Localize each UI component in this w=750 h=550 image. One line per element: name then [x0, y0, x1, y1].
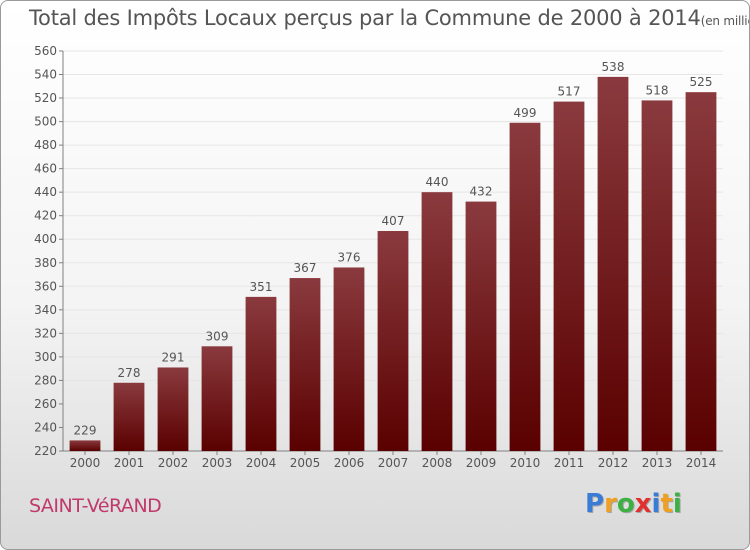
logo-letter: i: [651, 489, 661, 519]
y-tick-label: 340: [34, 303, 57, 317]
bar-2012: [597, 76, 629, 451]
x-tick-label: 2003: [202, 456, 233, 470]
y-tick-label: 240: [34, 420, 57, 434]
bar-2014: [685, 92, 717, 452]
data-label: 517: [558, 85, 581, 99]
y-tick-label: 560: [34, 44, 57, 58]
bar-2000: [69, 440, 101, 451]
y-tick-label: 480: [34, 138, 57, 152]
data-labels: 229 278 291 309 351 367 376 407 440 432 499 517 538 5…: [74, 60, 713, 438]
chart-title-unit: (en milliers d'€): [700, 14, 749, 28]
y-tick-label: 360: [34, 279, 57, 293]
x-tick-label: 2010: [510, 456, 541, 470]
data-label: 518: [646, 83, 669, 97]
y-tick-label: 520: [34, 91, 57, 105]
data-label: 367: [294, 261, 317, 275]
data-label: 229: [74, 423, 97, 437]
data-label: 351: [250, 280, 273, 294]
y-tick-label: 300: [34, 350, 57, 364]
data-label: 432: [470, 185, 493, 199]
chart-title: Total des Impôts Locaux perçus par la Co…: [29, 6, 749, 30]
data-label: 278: [118, 366, 141, 380]
x-tick-label: 2002: [158, 456, 189, 470]
x-tick-label: 2011: [554, 456, 585, 470]
bar-2011: [553, 101, 585, 452]
y-tick-label: 380: [34, 256, 57, 270]
y-tick-label: 320: [34, 326, 57, 340]
logo-letter: P: [585, 489, 605, 519]
y-tick-label: 500: [34, 115, 57, 129]
x-tick-label: 2000: [70, 456, 101, 470]
bar-2009: [465, 201, 497, 451]
data-label: 440: [426, 175, 449, 189]
x-tick-label: 2008: [422, 456, 453, 470]
logo-letter: t: [660, 489, 673, 519]
bar-2004: [245, 296, 277, 451]
x-tick-label: 2004: [246, 456, 277, 470]
logo-letter: r: [604, 489, 617, 519]
proxiti-logo: Proxiti: [585, 489, 682, 519]
bar-2006: [333, 267, 365, 451]
y-tick-label: 440: [34, 185, 57, 199]
y-tick-label: 420: [34, 209, 57, 223]
bar-2010: [509, 122, 541, 451]
y-tick-label: 460: [34, 162, 57, 176]
x-tick-label: 2007: [378, 456, 409, 470]
data-label: 538: [602, 60, 625, 74]
chart-title-text: Total des Impôts Locaux perçus par la Co…: [29, 6, 701, 30]
bar-2002: [157, 367, 189, 451]
bar-2001: [113, 382, 145, 451]
y-tick-label: 260: [34, 397, 57, 411]
logo-letter: i: [672, 489, 682, 519]
x-tick-label: 2001: [114, 456, 145, 470]
bar-2005: [289, 278, 321, 451]
data-label: 291: [162, 350, 185, 364]
commune-name: SAINT-VéRAND: [29, 495, 162, 517]
x-tick-label: 2005: [290, 456, 321, 470]
data-label: 525: [690, 75, 713, 89]
y-tick-label: 220: [34, 444, 57, 458]
x-tick-label: 2013: [642, 456, 673, 470]
y-tick-label: 540: [34, 68, 57, 82]
x-tick-label: 2014: [686, 456, 717, 470]
bar-2008: [421, 192, 453, 452]
bar-2003: [201, 346, 233, 451]
x-tick-label: 2009: [466, 456, 497, 470]
data-label: 376: [338, 250, 361, 264]
logo-letter: x: [634, 489, 652, 519]
bar-2007: [377, 231, 409, 451]
bars: [69, 76, 717, 452]
y-tick-label: 280: [34, 373, 57, 387]
bar-2013: [641, 100, 673, 451]
logo-letter: o: [616, 489, 635, 519]
y-tick-label: 400: [34, 232, 57, 246]
data-label: 309: [206, 329, 229, 343]
data-label: 499: [514, 106, 537, 120]
data-label: 407: [382, 214, 405, 228]
x-tick-label: 2012: [598, 456, 629, 470]
x-tick-label: 2006: [334, 456, 365, 470]
